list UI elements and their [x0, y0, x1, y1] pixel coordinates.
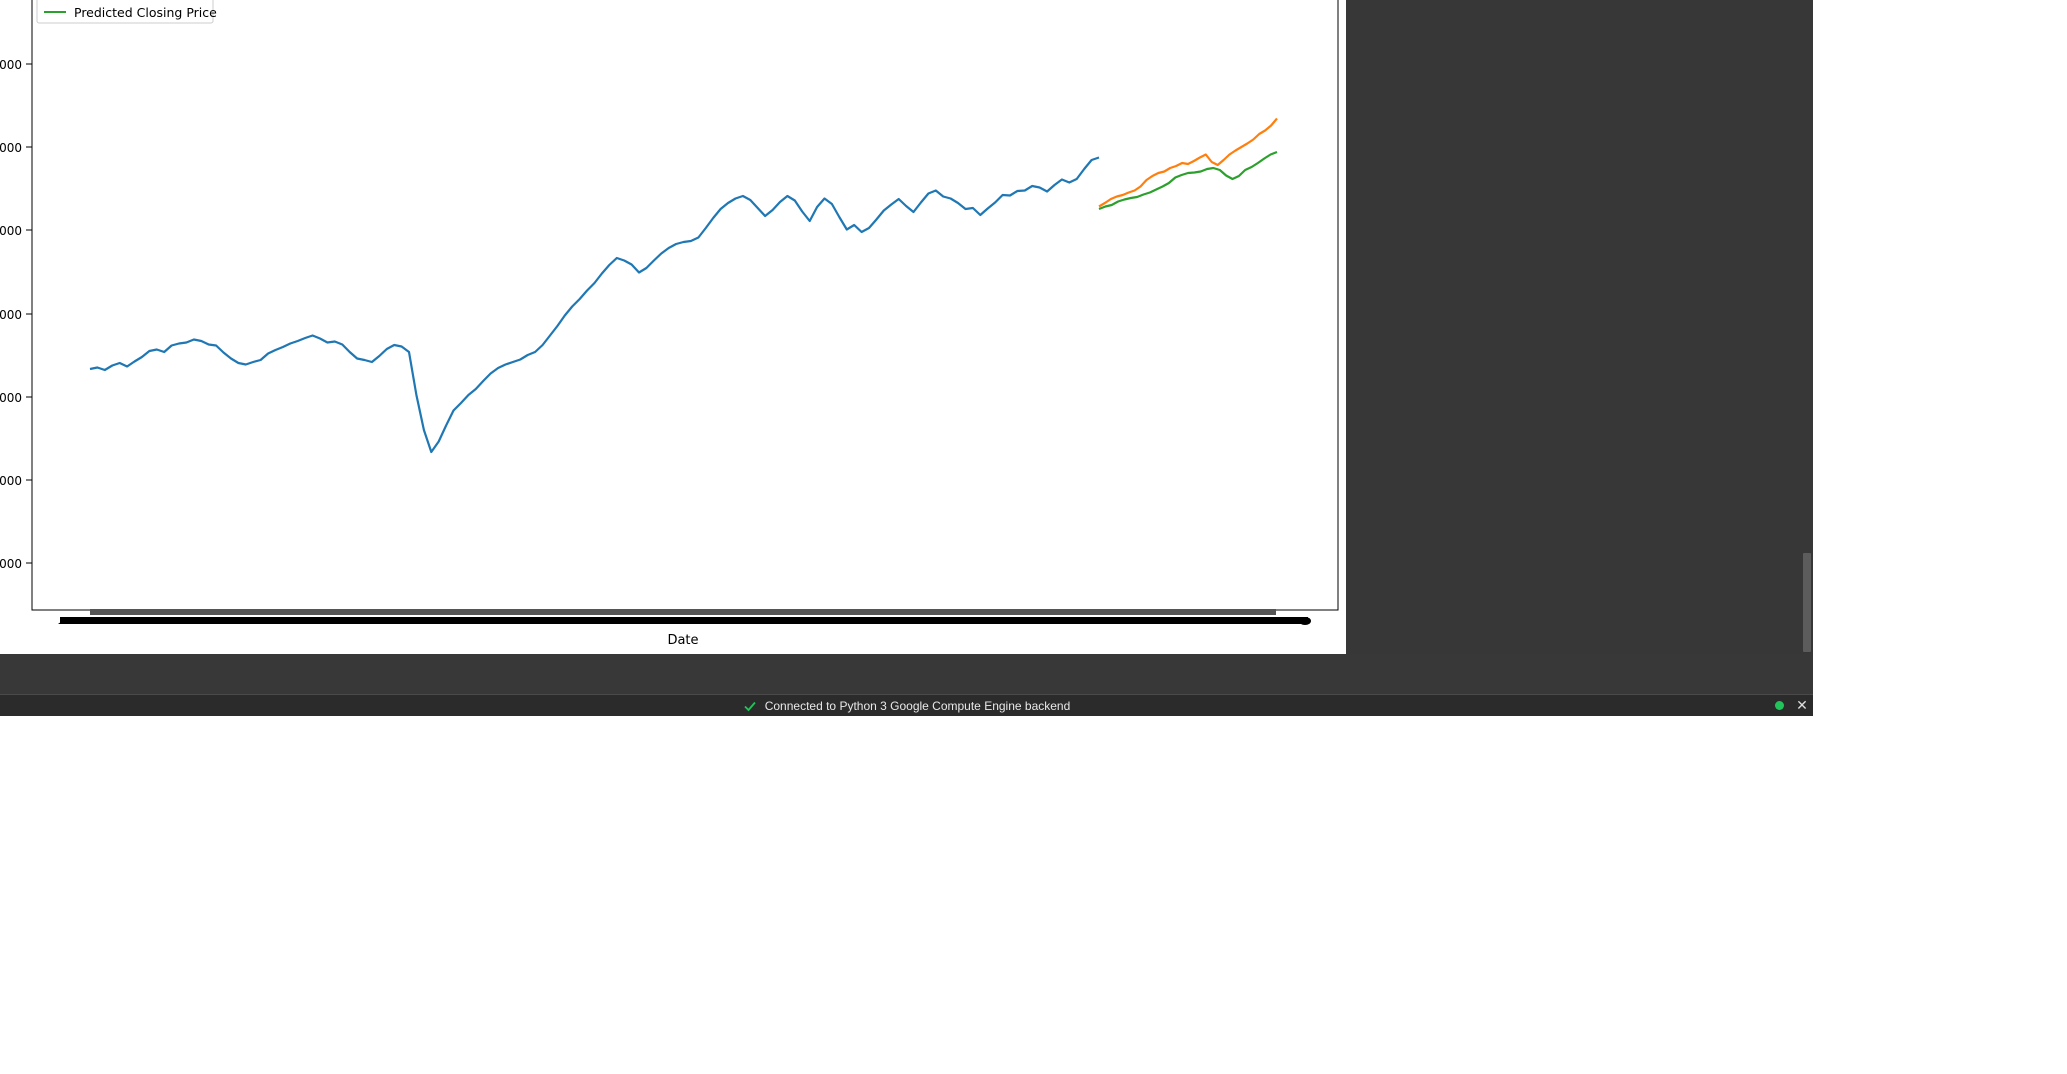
status-dot-icon: [1775, 701, 1784, 710]
x-tick-label-start: [58, 617, 80, 624]
x-tick-label-overlap: [60, 617, 1308, 624]
legend: Predicted Closing Price: [36, 0, 217, 24]
y-tick-label: 000: [0, 391, 22, 405]
y-tick-label: 000: [0, 58, 22, 72]
x-tick-label-end: [1299, 617, 1311, 625]
x-tick-marks: [90, 609, 1276, 615]
line-chart: 000 000 000 000 000 000 000 Date Predicted Clo…: [0, 0, 1339, 648]
check-icon: [744, 701, 756, 711]
legend-box: [36, 0, 214, 24]
status-message: Connected to Python 3 Google Compute Eng…: [764, 698, 1071, 713]
y-tick-label: 000: [0, 474, 22, 488]
status-bar: Connected to Python 3 Google Compute Eng…: [0, 694, 1813, 716]
x-axis-label: Date: [667, 633, 698, 648]
close-icon[interactable]: ✕: [1796, 697, 1808, 713]
series-line-observed: [89, 156, 1100, 454]
status-message-group: Connected to Python 3 Google Compute Eng…: [0, 695, 1813, 716]
output-scrollbar-thumb[interactable]: [1803, 553, 1811, 652]
colab-window: 000 000 000 000 000 000 000 Date Predicted Clo…: [0, 0, 1813, 716]
x-axis-tick-labels: [58, 609, 1311, 625]
y-tick-label: 000: [0, 141, 22, 155]
cell-footer: [0, 654, 1813, 694]
y-tick-label: 000: [0, 308, 22, 322]
series-layer: [89, 117, 1278, 454]
legend-label-predicted: Predicted Closing Price: [74, 5, 217, 20]
y-tick-label: 000: [0, 557, 22, 571]
series-line-actual: [1098, 117, 1278, 208]
series-line-predicted: [1098, 150, 1278, 211]
plot-output: 000 000 000 000 000 000 000 Date Predicted Clo…: [0, 0, 1346, 654]
y-tick-label: 000: [0, 224, 22, 238]
output-scrollbar[interactable]: [1801, 0, 1813, 654]
axes-frame: [31, 0, 1339, 611]
y-axis-ticks: 000 000 000 000 000 000 000: [0, 58, 32, 571]
